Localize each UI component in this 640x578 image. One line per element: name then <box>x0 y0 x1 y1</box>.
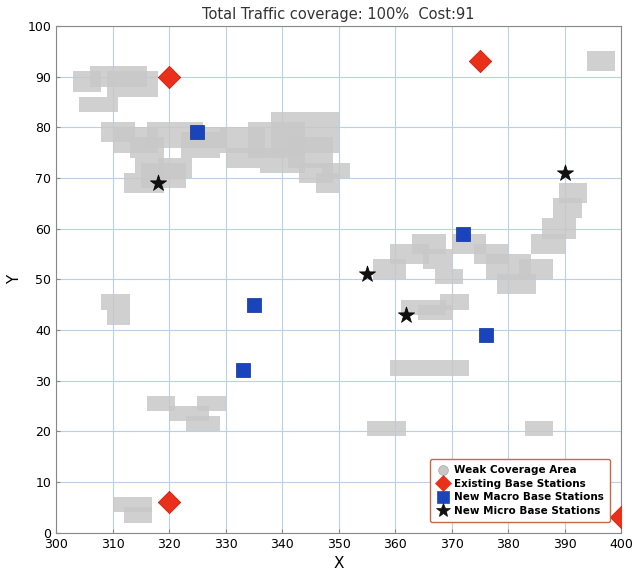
Bar <box>73 72 101 92</box>
Bar <box>520 259 554 279</box>
Bar <box>452 234 486 254</box>
Bar <box>180 132 220 158</box>
Point <box>164 72 174 81</box>
Point <box>481 331 491 340</box>
Bar <box>248 122 305 158</box>
Bar <box>497 274 536 294</box>
Bar <box>316 173 339 193</box>
Title: Total Traffic coverage: 100%  Cost:91: Total Traffic coverage: 100% Cost:91 <box>202 7 475 22</box>
Bar <box>101 122 135 142</box>
Bar <box>124 173 164 193</box>
Bar <box>322 163 350 178</box>
Bar <box>198 127 226 147</box>
Bar <box>542 218 576 239</box>
Bar <box>147 396 175 411</box>
Bar <box>418 305 452 320</box>
Point <box>616 513 626 522</box>
Bar <box>220 127 265 153</box>
Bar <box>474 244 508 264</box>
Bar <box>135 158 164 173</box>
X-axis label: X: X <box>333 556 344 571</box>
Bar <box>390 244 429 264</box>
Bar <box>486 254 531 279</box>
Bar <box>390 360 468 376</box>
Bar <box>113 497 152 512</box>
Bar <box>186 416 220 431</box>
Bar <box>113 127 158 153</box>
Bar <box>367 421 406 436</box>
Bar <box>169 406 209 421</box>
Bar <box>288 138 333 168</box>
Bar <box>271 112 339 153</box>
Point <box>237 366 248 375</box>
Bar <box>412 234 446 254</box>
Y-axis label: Y: Y <box>7 275 22 284</box>
Point <box>401 310 412 320</box>
Point <box>475 57 485 66</box>
Point <box>153 179 163 188</box>
Bar <box>141 163 186 188</box>
Bar <box>372 259 406 279</box>
Bar <box>158 158 192 178</box>
Bar <box>435 269 463 284</box>
Bar <box>90 66 147 87</box>
Bar <box>559 183 588 203</box>
Bar <box>147 122 203 147</box>
Point <box>458 229 468 238</box>
Point <box>193 128 203 137</box>
Point <box>164 498 174 507</box>
Bar <box>124 507 152 523</box>
Bar <box>101 294 130 310</box>
Bar <box>107 310 130 325</box>
Bar <box>226 147 260 168</box>
Bar <box>424 249 452 269</box>
Legend: Weak Coverage Area, Existing Base Stations, New Macro Base Stations, New Micro B: Weak Coverage Area, Existing Base Statio… <box>430 459 611 523</box>
Bar <box>440 294 468 310</box>
Point <box>249 300 259 309</box>
Bar <box>260 147 305 173</box>
Bar <box>130 138 164 158</box>
Point <box>559 168 570 177</box>
Bar <box>198 396 226 411</box>
Point <box>362 269 372 279</box>
Bar <box>107 72 158 97</box>
Bar <box>401 299 446 315</box>
Bar <box>588 51 616 72</box>
Bar <box>531 234 564 254</box>
Bar <box>525 421 554 436</box>
Bar <box>79 97 118 112</box>
Bar <box>554 198 582 218</box>
Bar <box>299 163 333 183</box>
